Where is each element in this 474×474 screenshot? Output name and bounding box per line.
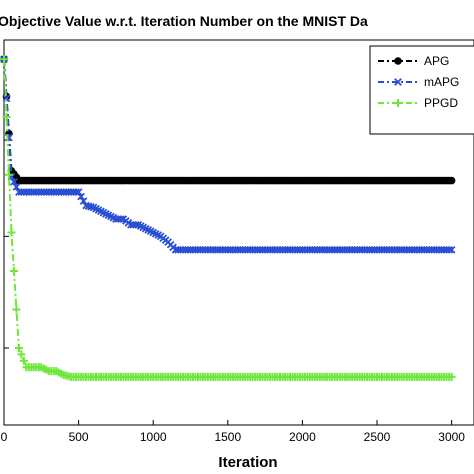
data-point-ppgd [4, 170, 13, 179]
data-point-ppgd [7, 228, 16, 237]
x-tick-label: 1500 [214, 430, 241, 444]
axes-frame [3, 39, 474, 426]
plot-area [3, 39, 474, 426]
series-ppgd [0, 55, 456, 381]
x-tick-label: 2500 [364, 430, 391, 444]
data-point-ppgd [14, 344, 23, 352]
series-apg [0, 55, 456, 185]
legend-marker [394, 78, 402, 86]
x-tick-label: 3000 [438, 430, 465, 444]
legend: APG mAPG PPGD [369, 45, 474, 135]
data-point-mapg [445, 245, 453, 254]
legend-item-apg: APG [378, 54, 449, 68]
x-tick-label: 500 [69, 430, 89, 444]
data-point-apg [447, 176, 456, 185]
data-point-mapg [2, 94, 11, 103]
legend-marker [394, 57, 402, 65]
data-point-ppgd [12, 305, 21, 314]
data-point-mapg [74, 188, 83, 196]
x-axis-label: Iteration [218, 454, 277, 471]
legend-label: mAPG [424, 75, 459, 89]
data-point-mapg [10, 177, 18, 186]
chart-title: Objective Value w.r.t. Iteration Number … [0, 13, 368, 29]
legend-label: PPGD [424, 96, 458, 110]
legend-label: APG [424, 54, 449, 68]
legend-item-ppgd: PPGD [378, 96, 458, 110]
x-tick-label: 1000 [140, 430, 167, 444]
x-tick-label: 2000 [289, 430, 316, 444]
x-axis: 0 500 1000 1500 2000 2500 3000 [1, 420, 465, 444]
data-point-mapg [77, 192, 85, 201]
data-point-mapg [117, 215, 125, 223]
legend-item-mapg: mAPG [378, 75, 459, 89]
series-mapg [0, 55, 456, 254]
data-point-ppgd [2, 113, 11, 121]
x-tick-label: 0 [1, 430, 8, 444]
legend-marker [394, 99, 402, 107]
data-point-ppgd [19, 356, 28, 365]
data-point-mapg [447, 245, 456, 254]
legend-box [369, 45, 474, 135]
series-layer [0, 55, 456, 381]
data-point-ppgd [0, 55, 8, 64]
data-point-ppgd [17, 350, 26, 359]
data-point-ppgd [447, 372, 456, 381]
data-point-ppgd [9, 267, 18, 275]
